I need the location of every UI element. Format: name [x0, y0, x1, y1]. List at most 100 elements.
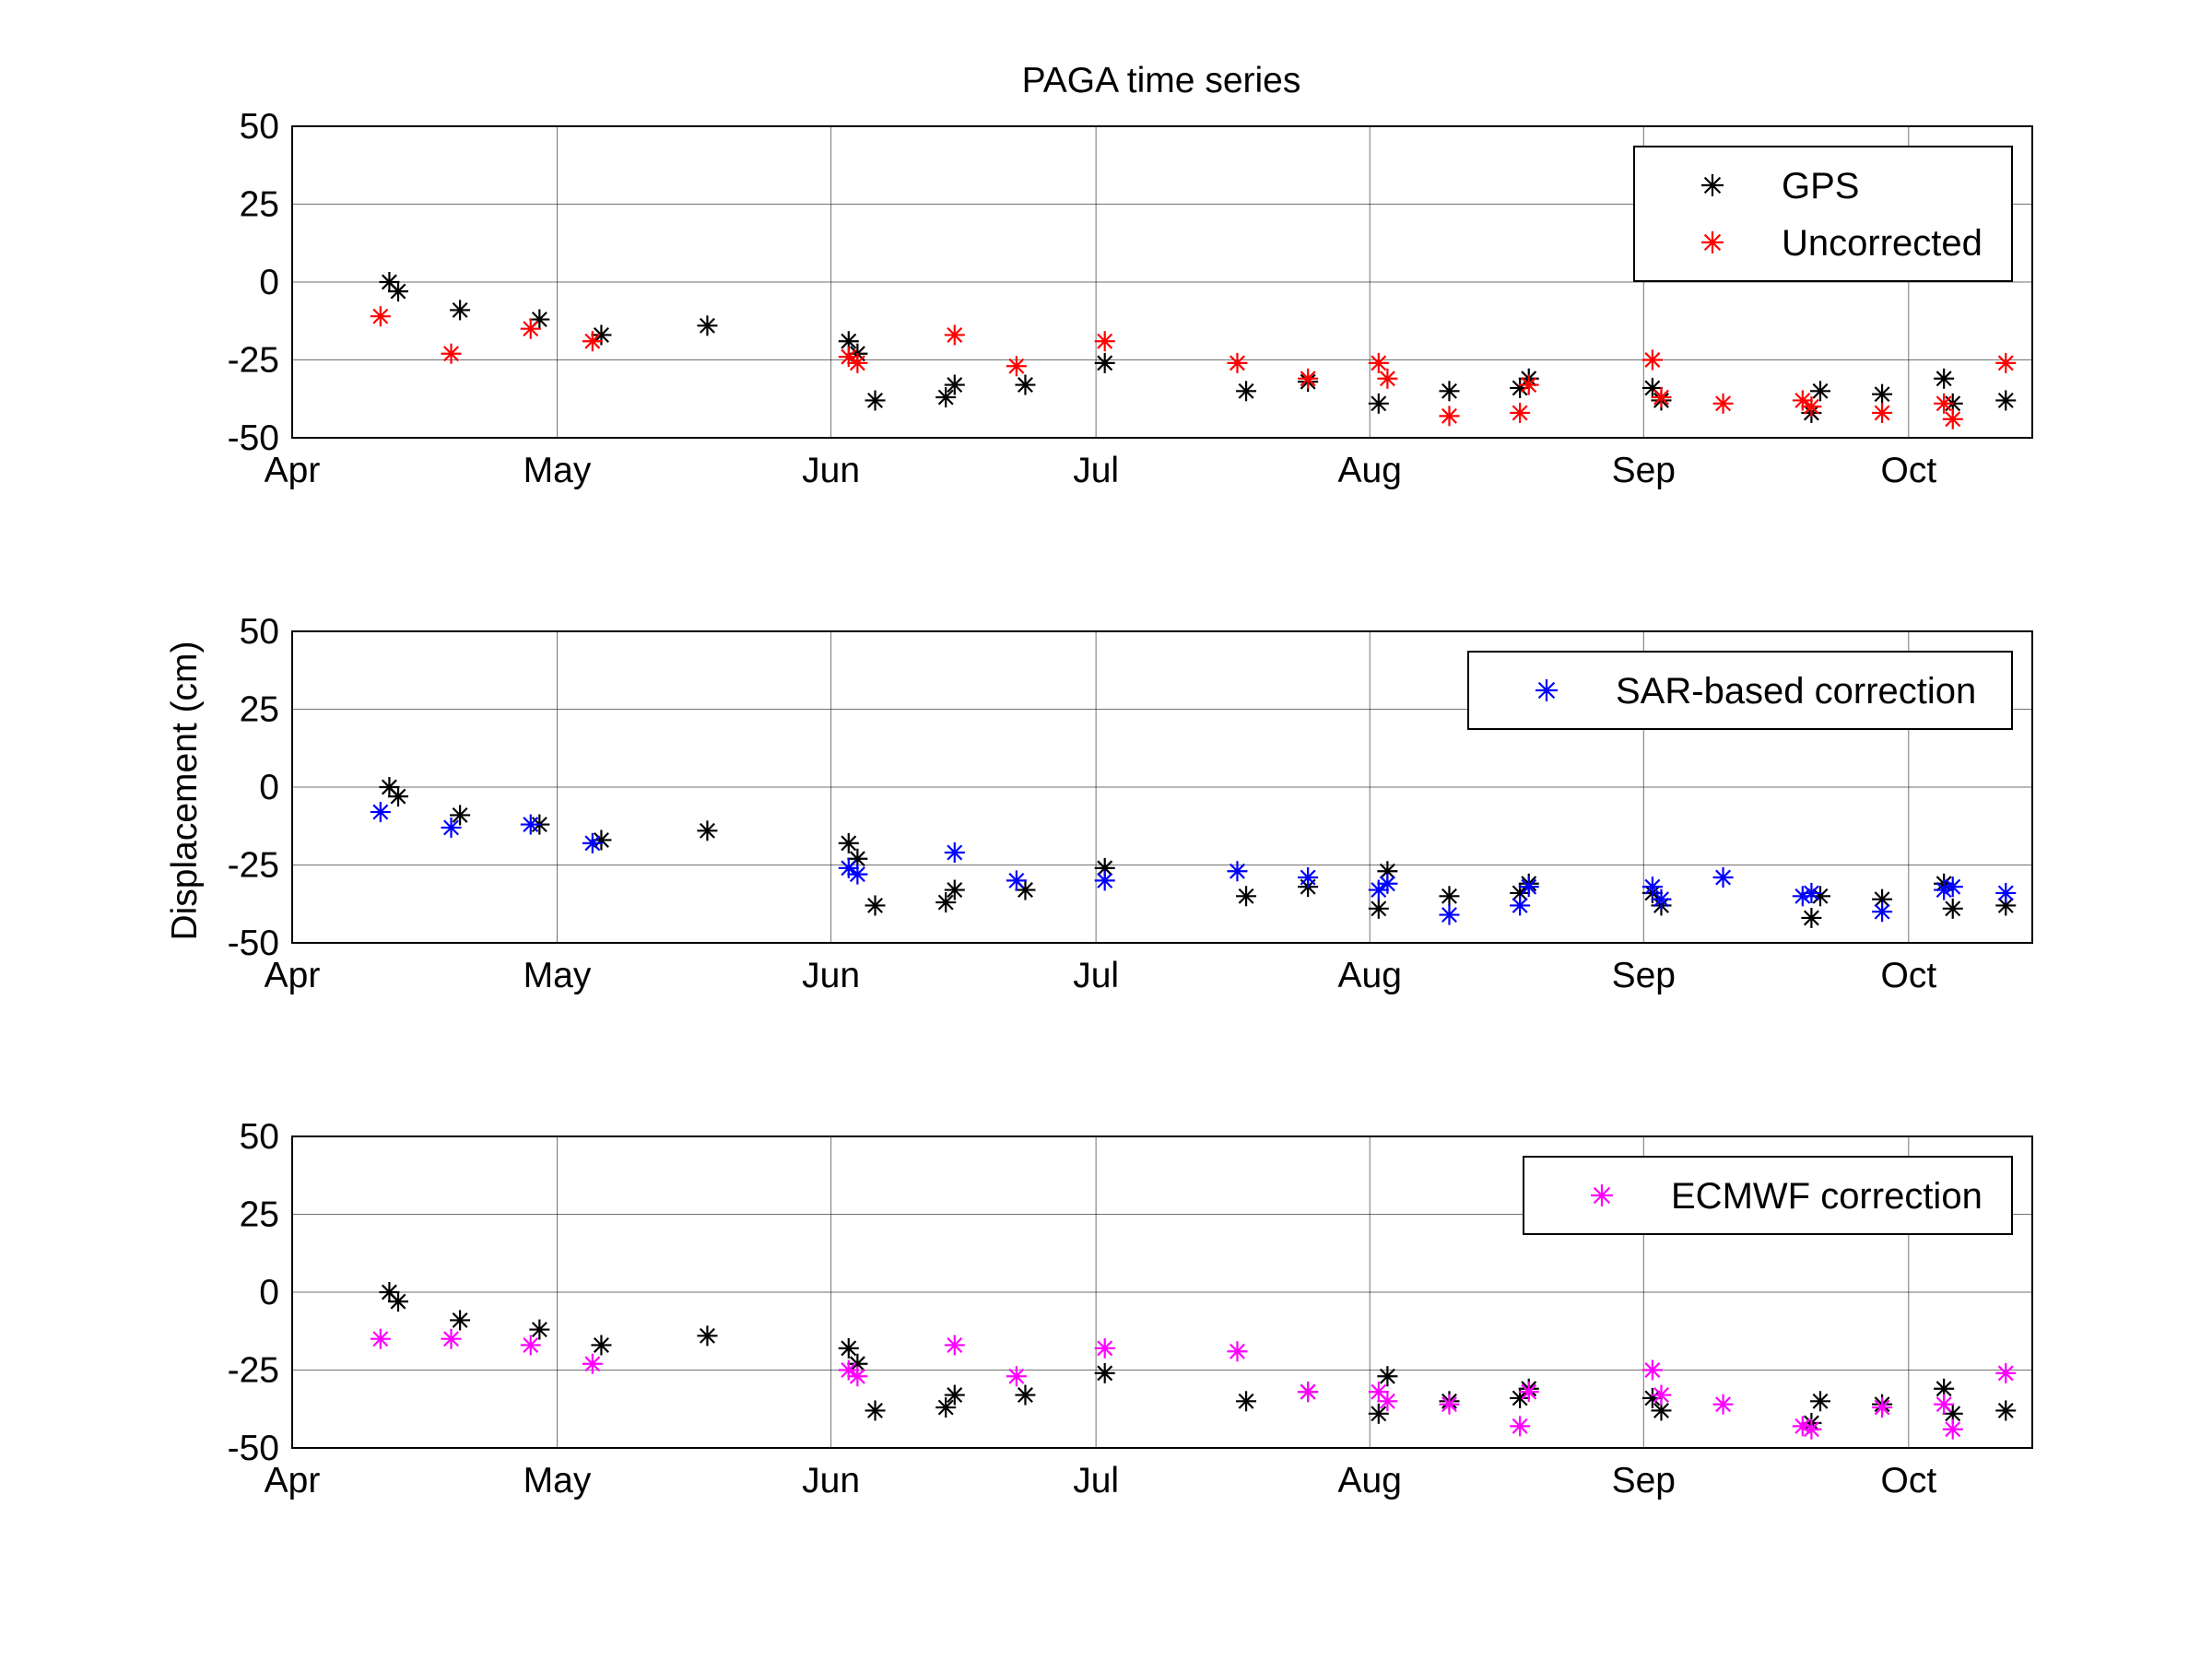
data-point	[1236, 1391, 1257, 1412]
data-point	[1712, 867, 1734, 888]
x-tick-label: Jul	[1073, 1461, 1119, 1500]
data-point	[441, 1328, 462, 1349]
data-point	[1377, 1366, 1398, 1387]
data-point	[1801, 396, 1822, 418]
x-tick-label: Jun	[802, 1461, 860, 1500]
data-point	[935, 1397, 957, 1418]
data-point	[1995, 895, 2017, 916]
y-tick-label: 50	[240, 612, 279, 652]
data-point	[1298, 1382, 1319, 1403]
data-point	[1651, 387, 1672, 408]
data-point	[1227, 352, 1248, 373]
data-point	[1809, 1391, 1830, 1412]
y-tick-label: 50	[240, 107, 279, 147]
y-axis-label: Displacement (cm)	[165, 641, 205, 940]
data-point	[1377, 368, 1398, 389]
data-point	[1439, 886, 1460, 907]
data-point	[865, 895, 886, 916]
data-point	[450, 300, 471, 321]
data-point	[582, 331, 603, 352]
data-point	[1641, 877, 1663, 898]
x-tick-label: Apr	[265, 1461, 321, 1500]
series-correction	[370, 802, 2017, 925]
x-tick-label: Sep	[1612, 451, 1676, 490]
data-point	[944, 1335, 965, 1356]
data-point	[1368, 393, 1389, 414]
data-point	[944, 1384, 965, 1406]
y-tick-label: -50	[228, 924, 279, 963]
data-point	[520, 1335, 541, 1356]
data-point	[1094, 1362, 1115, 1383]
data-point	[1377, 1391, 1398, 1412]
data-point	[1094, 331, 1115, 352]
legend: SAR-based correction	[1467, 651, 2013, 730]
x-tick-label: May	[524, 956, 592, 995]
y-tick-label: 0	[259, 768, 279, 807]
data-point	[865, 390, 886, 411]
data-point	[1368, 1382, 1389, 1403]
data-point	[1510, 895, 1531, 916]
legend-label: GPS	[1782, 166, 1859, 206]
data-point	[1942, 408, 1963, 429]
data-point	[450, 805, 471, 826]
data-point	[1368, 898, 1389, 919]
data-point	[591, 324, 612, 346]
data-point	[1439, 406, 1460, 427]
x-tick-label: Jul	[1073, 451, 1119, 490]
legend-label: SAR-based correction	[1616, 671, 1976, 712]
data-point	[1942, 1418, 1963, 1440]
data-point	[1439, 381, 1460, 402]
data-point	[370, 306, 391, 327]
y-tick-label: -50	[228, 1429, 279, 1468]
legend-marker	[1701, 231, 1724, 253]
x-tick-label: Jun	[802, 451, 860, 490]
data-point	[1651, 1384, 1672, 1406]
data-point	[591, 1335, 612, 1356]
data-point	[1809, 381, 1830, 402]
legend-marker	[1591, 1184, 1613, 1206]
x-tick-label: Sep	[1612, 956, 1676, 995]
data-point	[1094, 870, 1115, 891]
data-point	[1518, 1382, 1539, 1403]
data-point	[520, 318, 541, 339]
y-tick-label: 25	[240, 690, 279, 730]
data-point	[1094, 857, 1115, 878]
data-point	[847, 864, 868, 885]
data-point	[1006, 870, 1027, 891]
y-tick-label: 25	[240, 1195, 279, 1235]
data-point	[944, 324, 965, 346]
data-point	[865, 1400, 886, 1421]
x-tick-label: Apr	[265, 451, 321, 490]
data-point	[1712, 393, 1734, 414]
data-point	[944, 374, 965, 395]
data-point	[944, 879, 965, 900]
data-point	[441, 817, 462, 838]
data-point	[1651, 888, 1672, 910]
data-point	[1006, 1366, 1027, 1387]
data-point	[838, 1359, 859, 1381]
data-point	[520, 814, 541, 835]
legend: ECMWF correction	[1523, 1156, 2013, 1235]
data-point	[1934, 368, 1955, 389]
data-point	[697, 315, 718, 336]
y-tick-label: 0	[259, 263, 279, 302]
data-point	[1094, 1337, 1115, 1359]
data-point	[450, 1310, 471, 1331]
data-point	[1298, 368, 1319, 389]
legend-marker	[1701, 174, 1724, 196]
data-point	[1518, 877, 1539, 898]
x-tick-label: Aug	[1338, 451, 1402, 490]
data-point	[1792, 886, 1813, 907]
data-point	[582, 1353, 603, 1374]
x-tick-label: Oct	[1880, 451, 1936, 490]
y-tick-label: -25	[228, 1351, 279, 1391]
data-point	[1439, 904, 1460, 925]
data-point	[1006, 356, 1027, 377]
data-point	[379, 272, 400, 292]
data-point	[935, 387, 957, 408]
y-tick-label: 25	[240, 185, 279, 225]
x-tick-label: May	[524, 1461, 592, 1500]
